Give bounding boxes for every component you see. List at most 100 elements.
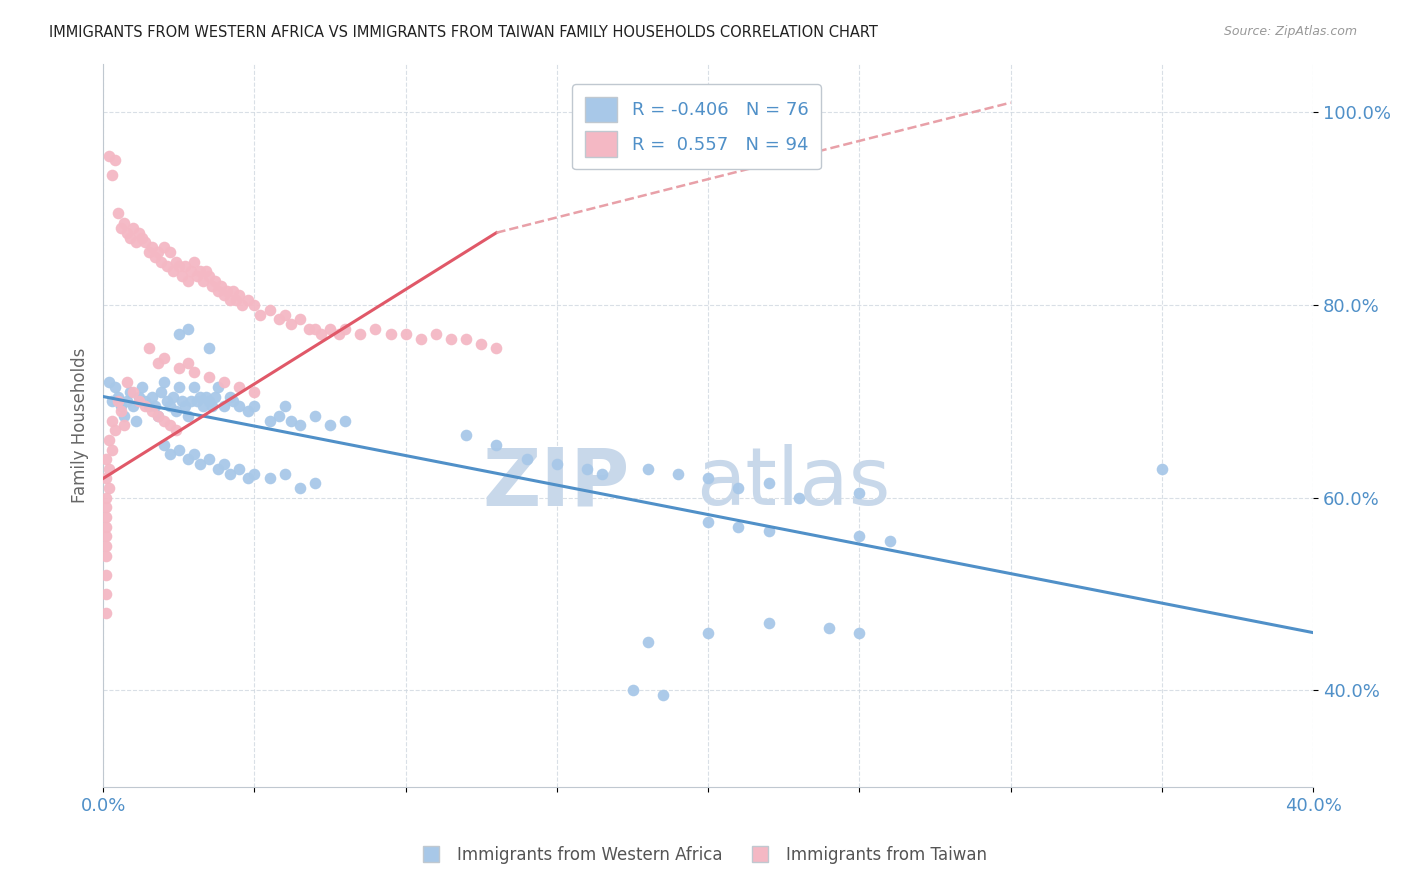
Point	[259, 471, 281, 485]
Point	[485, 342, 508, 356]
Point	[162, 264, 184, 278]
Point	[167, 326, 190, 341]
Point	[188, 457, 211, 471]
Point	[848, 625, 870, 640]
Point	[298, 322, 321, 336]
Point	[104, 423, 127, 437]
Point	[183, 254, 205, 268]
Point	[122, 399, 145, 413]
Point	[191, 274, 214, 288]
Point	[280, 414, 302, 428]
Point	[141, 240, 163, 254]
Point	[304, 476, 326, 491]
Point	[149, 254, 172, 268]
Point	[131, 380, 153, 394]
Point	[149, 384, 172, 399]
Point	[96, 491, 118, 505]
Point	[128, 390, 150, 404]
Point	[621, 683, 644, 698]
Point	[110, 399, 132, 413]
Point	[212, 375, 235, 389]
Point	[156, 260, 179, 274]
Point	[96, 549, 118, 563]
Point	[333, 414, 356, 428]
Point	[212, 457, 235, 471]
Point	[134, 235, 156, 250]
Point	[576, 462, 599, 476]
Point	[198, 269, 221, 284]
Point	[207, 462, 229, 476]
Point	[198, 370, 221, 384]
Point	[146, 409, 169, 423]
Point	[128, 226, 150, 240]
Point	[117, 394, 139, 409]
Point	[238, 404, 260, 418]
Point	[758, 476, 780, 491]
Point	[125, 235, 148, 250]
Legend: Immigrants from Western Africa, Immigrants from Taiwan: Immigrants from Western Africa, Immigran…	[412, 839, 994, 871]
Point	[204, 390, 226, 404]
Point	[96, 539, 118, 553]
Point	[96, 587, 118, 601]
Point	[110, 220, 132, 235]
Point	[120, 384, 142, 399]
Point	[188, 390, 211, 404]
Point	[101, 394, 124, 409]
Point	[516, 452, 538, 467]
Point	[134, 399, 156, 413]
Point	[425, 326, 447, 341]
Point	[212, 288, 235, 302]
Point	[96, 500, 118, 515]
Point	[288, 481, 311, 495]
Point	[159, 418, 181, 433]
Point	[349, 326, 371, 341]
Point	[101, 168, 124, 182]
Point	[107, 394, 129, 409]
Point	[697, 625, 720, 640]
Point	[101, 442, 124, 457]
Point	[848, 529, 870, 543]
Point	[222, 284, 245, 298]
Point	[198, 342, 221, 356]
Point	[879, 534, 901, 549]
Point	[228, 380, 250, 394]
Point	[195, 390, 218, 404]
Point	[183, 380, 205, 394]
Point	[117, 226, 139, 240]
Point	[107, 206, 129, 220]
Point	[304, 409, 326, 423]
Point	[395, 326, 418, 341]
Point	[591, 467, 613, 481]
Point	[141, 390, 163, 404]
Point	[138, 399, 160, 413]
Point	[122, 220, 145, 235]
Point	[201, 278, 224, 293]
Point	[758, 615, 780, 630]
Point	[209, 278, 232, 293]
Point	[228, 399, 250, 413]
Point	[159, 244, 181, 259]
Point	[122, 384, 145, 399]
Point	[156, 394, 179, 409]
Point	[188, 264, 211, 278]
Point	[288, 312, 311, 326]
Legend: R = -0.406   N = 76, R =  0.557   N = 94: R = -0.406 N = 76, R = 0.557 N = 94	[572, 84, 821, 169]
Point	[96, 510, 118, 524]
Point	[146, 244, 169, 259]
Point	[143, 250, 166, 264]
Point	[727, 519, 749, 533]
Point	[280, 318, 302, 332]
Point	[134, 394, 156, 409]
Point	[107, 390, 129, 404]
Point	[228, 288, 250, 302]
Point	[177, 274, 200, 288]
Text: Source: ZipAtlas.com: Source: ZipAtlas.com	[1223, 25, 1357, 38]
Point	[152, 438, 174, 452]
Point	[637, 635, 659, 649]
Point	[112, 409, 135, 423]
Point	[98, 148, 121, 162]
Point	[101, 414, 124, 428]
Point	[143, 399, 166, 413]
Point	[1150, 462, 1173, 476]
Point	[195, 264, 218, 278]
